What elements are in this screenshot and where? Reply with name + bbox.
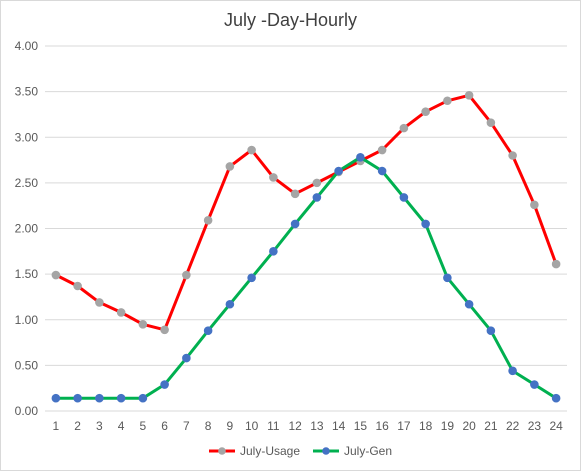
x-tick-label: 5 [140, 419, 147, 433]
data-point [486, 326, 496, 336]
chart-title: July -Day-Hourly [223, 10, 358, 30]
x-tick-label: 20 [462, 419, 476, 433]
x-tick-label: 17 [397, 419, 411, 433]
data-point [312, 178, 322, 188]
y-tick-label: 3.00 [15, 130, 39, 144]
data-point [116, 393, 126, 403]
data-point [51, 270, 61, 280]
data-point [95, 393, 104, 403]
data-point [464, 90, 474, 100]
data-point [377, 145, 387, 155]
x-tick-label: 13 [310, 419, 324, 433]
data-point [399, 193, 409, 202]
y-tick-label: 4.00 [15, 39, 39, 53]
data-point [203, 215, 213, 225]
data-point [486, 118, 496, 127]
x-tick-label: 7 [183, 419, 190, 433]
data-point [51, 393, 61, 403]
x-tick-label: 16 [375, 419, 389, 433]
x-tick-label: 14 [332, 419, 346, 433]
data-point [356, 153, 365, 162]
x-tick-label: 4 [118, 419, 125, 433]
legend-marker-1 [322, 447, 330, 455]
data-point [247, 145, 256, 155]
data-point [530, 380, 539, 389]
x-tick-label: 11 [267, 419, 280, 433]
x-tick-label: 18 [419, 419, 433, 433]
legend-label-1: July-Gen [344, 444, 392, 458]
x-tick-label: 8 [205, 419, 212, 433]
data-point [182, 353, 191, 363]
data-point [203, 326, 213, 336]
data-point [421, 219, 430, 229]
data-point [290, 189, 300, 199]
legend-label-0: July-Usage [240, 444, 300, 458]
data-point [530, 200, 539, 210]
y-tick-label: 1.50 [15, 267, 39, 281]
x-tick-label: 3 [96, 419, 103, 433]
x-tick-label: 19 [441, 419, 455, 433]
data-point [160, 325, 169, 335]
y-tick-label: 3.50 [15, 85, 39, 99]
series-group [51, 90, 561, 403]
data-point [225, 299, 235, 309]
y-tick-label: 2.50 [15, 176, 39, 190]
legend-marker-0 [218, 447, 226, 455]
data-point [421, 107, 430, 116]
data-point [95, 298, 104, 307]
data-point [73, 393, 82, 403]
data-point [443, 273, 452, 283]
data-point [377, 166, 387, 176]
x-tick-label: 15 [354, 419, 368, 433]
x-axis-ticks: 1 2 3 4 5 6 7 8 9 10 11 12 13 14 15 16 17 18 19 20 21 22 23 24 [53, 419, 564, 433]
x-tick-label: 12 [288, 419, 302, 433]
x-tick-label: 23 [528, 419, 542, 433]
data-point [182, 270, 191, 280]
data-point [225, 162, 235, 171]
x-tick-label: 22 [506, 419, 520, 433]
data-point [269, 247, 278, 256]
data-point [160, 380, 169, 389]
data-point [138, 393, 148, 403]
x-tick-label: 24 [549, 419, 563, 433]
data-point [551, 259, 561, 269]
data-point [464, 299, 474, 309]
y-tick-label: 2.00 [15, 222, 39, 236]
data-point [247, 273, 256, 283]
x-tick-label: 2 [74, 419, 81, 433]
y-tick-label: 0.00 [15, 404, 39, 418]
data-point [116, 308, 126, 317]
data-point [551, 393, 561, 403]
data-point [312, 193, 322, 202]
x-tick-label: 1 [53, 419, 60, 433]
x-tick-label: 6 [161, 419, 168, 433]
data-point [443, 96, 452, 106]
x-tick-label: 10 [245, 419, 259, 433]
y-tick-label: 0.50 [15, 358, 39, 372]
data-point [73, 281, 82, 291]
x-tick-label: 21 [484, 419, 498, 433]
data-point [269, 173, 278, 182]
x-tick-label: 9 [227, 419, 234, 433]
data-point [334, 166, 343, 176]
y-tick-label: 1.00 [15, 313, 39, 327]
data-point [138, 320, 148, 329]
data-point [290, 219, 300, 229]
gridlines [45, 45, 567, 412]
data-point [508, 366, 517, 376]
legend: July-Usage July-Gen [209, 444, 392, 458]
data-point [399, 123, 409, 133]
y-axis-ticks: 0.00 0.50 1.00 1.50 2.00 2.50 3.00 3.50 4.00 [15, 39, 39, 418]
series-line-1 [54, 155, 558, 400]
data-point [508, 151, 517, 160]
